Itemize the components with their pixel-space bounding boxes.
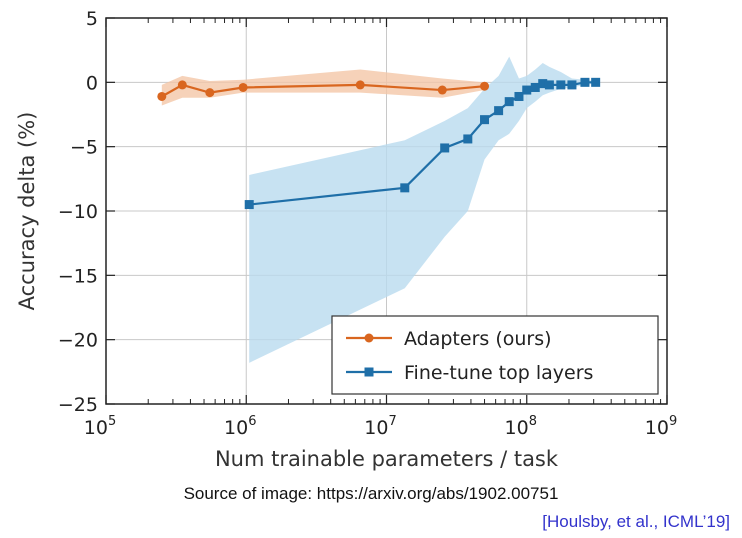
point-series-0 [157,91,167,101]
point-series-0 [177,80,187,90]
legend-label-1: Fine-tune top layers [404,362,593,384]
point-series-1 [463,134,473,144]
point-series-1 [494,106,504,116]
source-note: Source of image: https://arxiv.org/abs/1… [183,484,559,503]
point-series-1 [440,143,450,153]
series-markers [157,77,601,210]
y-tick-label: −20 [58,330,98,352]
legend-marker-1 [364,367,374,377]
tick-labels: 105 106 107 108 109 5 0 −5 −10 −15 −20 −25 [58,8,677,439]
chart: 105 106 107 108 109 5 0 −5 −10 −15 −20 −25 Num trai… [15,8,677,471]
y-tick-label: −10 [58,201,98,223]
band-series-0 [161,69,485,106]
point-series-1 [530,82,540,92]
point-series-1 [504,97,514,107]
y-tick-label: 0 [86,72,98,94]
citation: [Houlsby, et al., ICML’19] [542,512,730,531]
y-tick-label: 5 [86,8,98,30]
point-series-1 [556,80,566,90]
x-tick-label: 107 [364,414,396,439]
point-series-1 [591,77,601,87]
point-series-0 [355,80,365,90]
x-axis-label: Num trainable parameters / task [215,447,559,471]
x-tick-label: 108 [505,414,537,439]
x-tick-label: 105 [84,414,116,439]
point-series-1 [514,91,524,101]
point-series-0 [205,88,215,98]
y-axis-label: Accuracy delta (%) [15,112,39,311]
legend: Adapters (ours) Fine-tune top layers [331,315,659,395]
legend-marker-0 [364,333,374,343]
point-series-1 [522,85,532,95]
y-tick-label: −5 [70,137,98,159]
legend-box [331,315,659,395]
y-tick-label: −15 [58,265,98,287]
point-series-1 [538,79,548,89]
point-series-1 [544,80,554,90]
axis-ticks [105,17,668,405]
band-series-1 [249,56,596,363]
x-tick-label: 106 [224,414,256,439]
point-series-1 [567,80,577,90]
x-tick-label: 109 [645,414,677,439]
point-series-0 [238,82,248,92]
point-series-0 [437,85,447,95]
point-series-1 [580,77,590,87]
point-series-1 [480,115,490,125]
point-series-1 [244,200,254,210]
y-tick-label: −25 [58,394,98,416]
point-series-1 [400,183,410,193]
confidence-bands [161,56,596,363]
point-series-0 [480,81,490,91]
legend-label-0: Adapters (ours) [404,328,552,350]
